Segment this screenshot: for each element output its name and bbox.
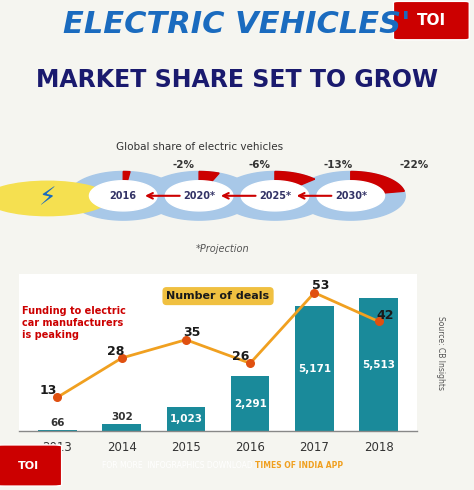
- Text: TIMES OF INDIA APP: TIMES OF INDIA APP: [255, 461, 343, 470]
- Polygon shape: [199, 172, 219, 196]
- Text: 5,513: 5,513: [362, 360, 395, 369]
- Text: 2020*: 2020*: [183, 191, 215, 201]
- Polygon shape: [275, 172, 315, 196]
- Text: 2016: 2016: [110, 191, 137, 201]
- Bar: [295, 306, 334, 431]
- Polygon shape: [165, 181, 233, 211]
- Text: -6%: -6%: [248, 160, 270, 170]
- Polygon shape: [317, 181, 384, 211]
- Text: -22%: -22%: [400, 160, 429, 170]
- Polygon shape: [145, 172, 254, 220]
- Text: 28: 28: [107, 344, 124, 358]
- Point: [182, 336, 190, 343]
- Text: 2030*: 2030*: [335, 191, 367, 201]
- Polygon shape: [220, 172, 329, 220]
- Text: 302: 302: [111, 412, 133, 422]
- Text: TOI: TOI: [417, 13, 446, 28]
- Text: 42: 42: [376, 309, 394, 322]
- Text: 26: 26: [232, 350, 249, 363]
- Text: ⚡: ⚡: [39, 187, 56, 210]
- Circle shape: [0, 181, 109, 216]
- Polygon shape: [241, 181, 309, 211]
- Text: 5,171: 5,171: [298, 364, 331, 374]
- Bar: [359, 298, 398, 431]
- FancyBboxPatch shape: [393, 1, 469, 40]
- Bar: [102, 424, 141, 431]
- Text: 35: 35: [183, 326, 201, 340]
- Bar: [231, 376, 269, 431]
- Polygon shape: [90, 181, 157, 211]
- Polygon shape: [69, 172, 178, 220]
- Point: [246, 359, 254, 367]
- Text: ELECTRIC VEHICLES': ELECTRIC VEHICLES': [63, 10, 411, 39]
- Text: 1,023: 1,023: [169, 414, 202, 424]
- Text: 2025*: 2025*: [259, 191, 291, 201]
- Point: [310, 289, 318, 296]
- Point: [375, 318, 383, 325]
- Polygon shape: [296, 172, 405, 220]
- Text: 53: 53: [312, 279, 329, 293]
- Text: -2%: -2%: [173, 160, 194, 170]
- Bar: [167, 407, 205, 431]
- Text: MARKET SHARE SET TO GROW: MARKET SHARE SET TO GROW: [36, 68, 438, 92]
- Text: car manufacturers: car manufacturers: [22, 318, 123, 328]
- Text: Funding to electric: Funding to electric: [22, 306, 126, 316]
- Text: Global share of electric vehicles: Global share of electric vehicles: [116, 142, 283, 151]
- Text: is peaking: is peaking: [22, 330, 79, 340]
- Point: [54, 393, 61, 401]
- Text: 13: 13: [39, 384, 56, 397]
- Text: -13%: -13%: [324, 160, 353, 170]
- Text: TOI: TOI: [18, 461, 39, 470]
- Bar: [38, 430, 77, 431]
- Point: [118, 354, 126, 362]
- Text: *Projection: *Projection: [196, 244, 250, 254]
- Polygon shape: [351, 172, 404, 196]
- FancyBboxPatch shape: [0, 445, 62, 486]
- Polygon shape: [123, 172, 130, 196]
- Text: 66: 66: [50, 417, 65, 428]
- Text: Number of deals: Number of deals: [166, 291, 270, 301]
- Text: Source: CB Insights: Source: CB Insights: [437, 316, 445, 390]
- Text: 2,291: 2,291: [234, 398, 266, 409]
- Text: FOR MORE  INFOGRAPHICS DOWNLOAD: FOR MORE INFOGRAPHICS DOWNLOAD: [102, 461, 258, 470]
